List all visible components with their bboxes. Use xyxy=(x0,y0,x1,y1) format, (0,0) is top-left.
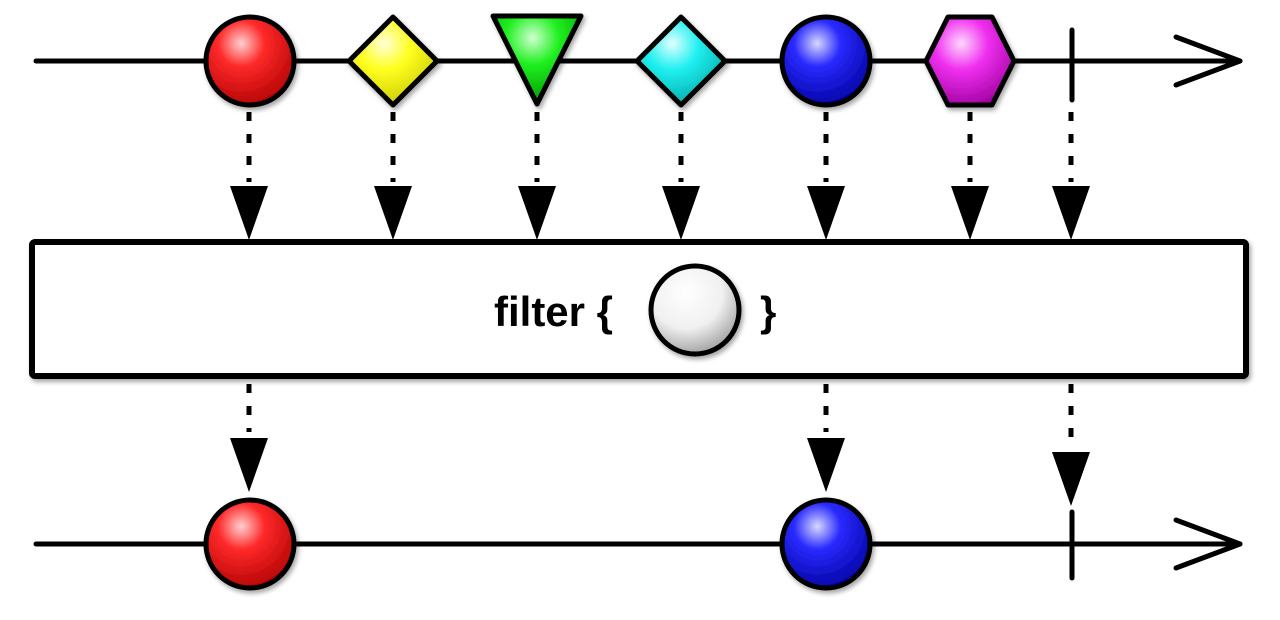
connector-4 xyxy=(662,112,700,240)
input-timeline-arrow-icon xyxy=(1173,34,1243,88)
output-marble-red-circle xyxy=(203,497,297,591)
input-marble-blue-circle xyxy=(779,14,873,108)
arrowhead-icon xyxy=(807,438,845,492)
arrowhead-icon xyxy=(230,438,268,492)
operator-box: filter { } xyxy=(29,239,1249,379)
arrowhead-icon xyxy=(518,186,556,240)
input-marble-yellow-diamond xyxy=(346,14,440,108)
connector-6 xyxy=(951,112,989,240)
input-marble-green-triangle xyxy=(490,13,584,107)
arrowhead-icon xyxy=(1052,452,1090,506)
input-marbles xyxy=(203,13,1017,108)
input-marble-red-circle xyxy=(203,14,297,108)
connector-5 xyxy=(807,112,845,240)
connector-out-1 xyxy=(230,384,268,492)
arrowhead-icon xyxy=(807,186,845,240)
connector-completion xyxy=(1052,112,1090,240)
operator-label-suffix: } xyxy=(760,288,776,335)
output-timeline-arrow-icon xyxy=(1173,517,1243,571)
connector-out-2 xyxy=(807,384,845,492)
arrowhead-icon xyxy=(374,186,412,240)
input-connectors xyxy=(230,112,1090,240)
connector-2 xyxy=(374,112,412,240)
connector-3 xyxy=(518,112,556,240)
arrowhead-icon xyxy=(662,186,700,240)
predicate-circle-icon xyxy=(648,263,742,357)
output-marble-blue-circle xyxy=(779,497,873,591)
connector-out-completion xyxy=(1052,384,1090,506)
operator-label-prefix: filter { xyxy=(494,288,613,335)
arrowhead-icon xyxy=(951,186,989,240)
connector-1 xyxy=(230,112,268,240)
output-marbles xyxy=(203,497,873,591)
arrowhead-icon xyxy=(1052,186,1090,240)
output-connectors xyxy=(230,384,1090,506)
operator-box-frame xyxy=(29,239,1249,379)
input-marble-cyan-diamond xyxy=(634,14,728,108)
input-marble-magenta-hexagon xyxy=(923,14,1017,108)
arrowhead-icon xyxy=(230,186,268,240)
